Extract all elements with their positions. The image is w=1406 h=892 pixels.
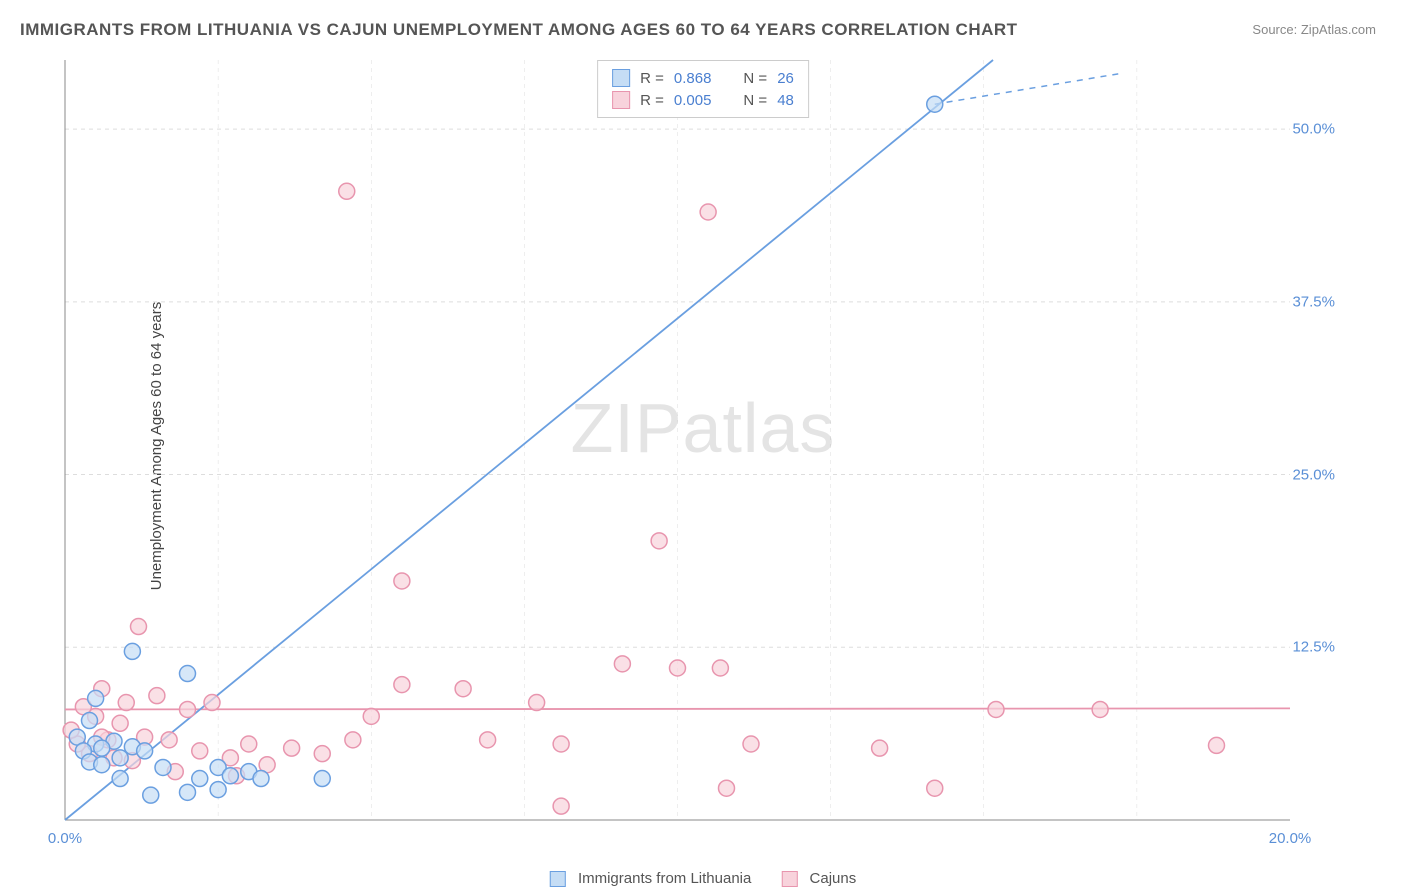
source-label: Source: [1252, 22, 1297, 37]
n-label: N = [743, 92, 767, 109]
source-attribution: Source: ZipAtlas.com [1252, 22, 1376, 37]
plot-area: 12.5%25.0%37.5%50.0%0.0%20.0% [60, 55, 1350, 845]
stats-row-cajuns: R = 0.005 N = 48 [612, 89, 794, 111]
r-value: 0.868 [674, 70, 712, 87]
x-tick-label: 0.0% [48, 830, 82, 847]
stats-row-lithuania: R = 0.868 N = 26 [612, 67, 794, 89]
y-tick-label: 50.0% [1292, 121, 1335, 138]
swatch-cajuns [612, 91, 630, 109]
source-link[interactable]: ZipAtlas.com [1301, 22, 1376, 37]
chart-title: IMMIGRANTS FROM LITHUANIA VS CAJUN UNEMP… [20, 20, 1018, 40]
chart-svg [60, 55, 1350, 845]
n-value: 48 [777, 92, 794, 109]
legend-label: Cajuns [810, 870, 857, 887]
n-value: 26 [777, 70, 794, 87]
r-label: R = [640, 70, 664, 87]
r-label: R = [640, 92, 664, 109]
swatch-lithuania [550, 871, 566, 887]
y-tick-label: 37.5% [1292, 293, 1335, 310]
r-value: 0.005 [674, 92, 712, 109]
y-tick-label: 12.5% [1292, 639, 1335, 656]
swatch-lithuania [612, 69, 630, 87]
series-legend: Immigrants from Lithuania Cajuns [550, 870, 856, 887]
legend-item-cajuns: Cajuns [781, 870, 856, 887]
stats-legend: R = 0.868 N = 26 R = 0.005 N = 48 [597, 60, 809, 118]
swatch-cajuns [781, 871, 797, 887]
x-tick-label: 20.0% [1269, 830, 1312, 847]
n-label: N = [743, 70, 767, 87]
y-tick-label: 25.0% [1292, 466, 1335, 483]
legend-label: Immigrants from Lithuania [578, 870, 751, 887]
legend-item-lithuania: Immigrants from Lithuania [550, 870, 752, 887]
